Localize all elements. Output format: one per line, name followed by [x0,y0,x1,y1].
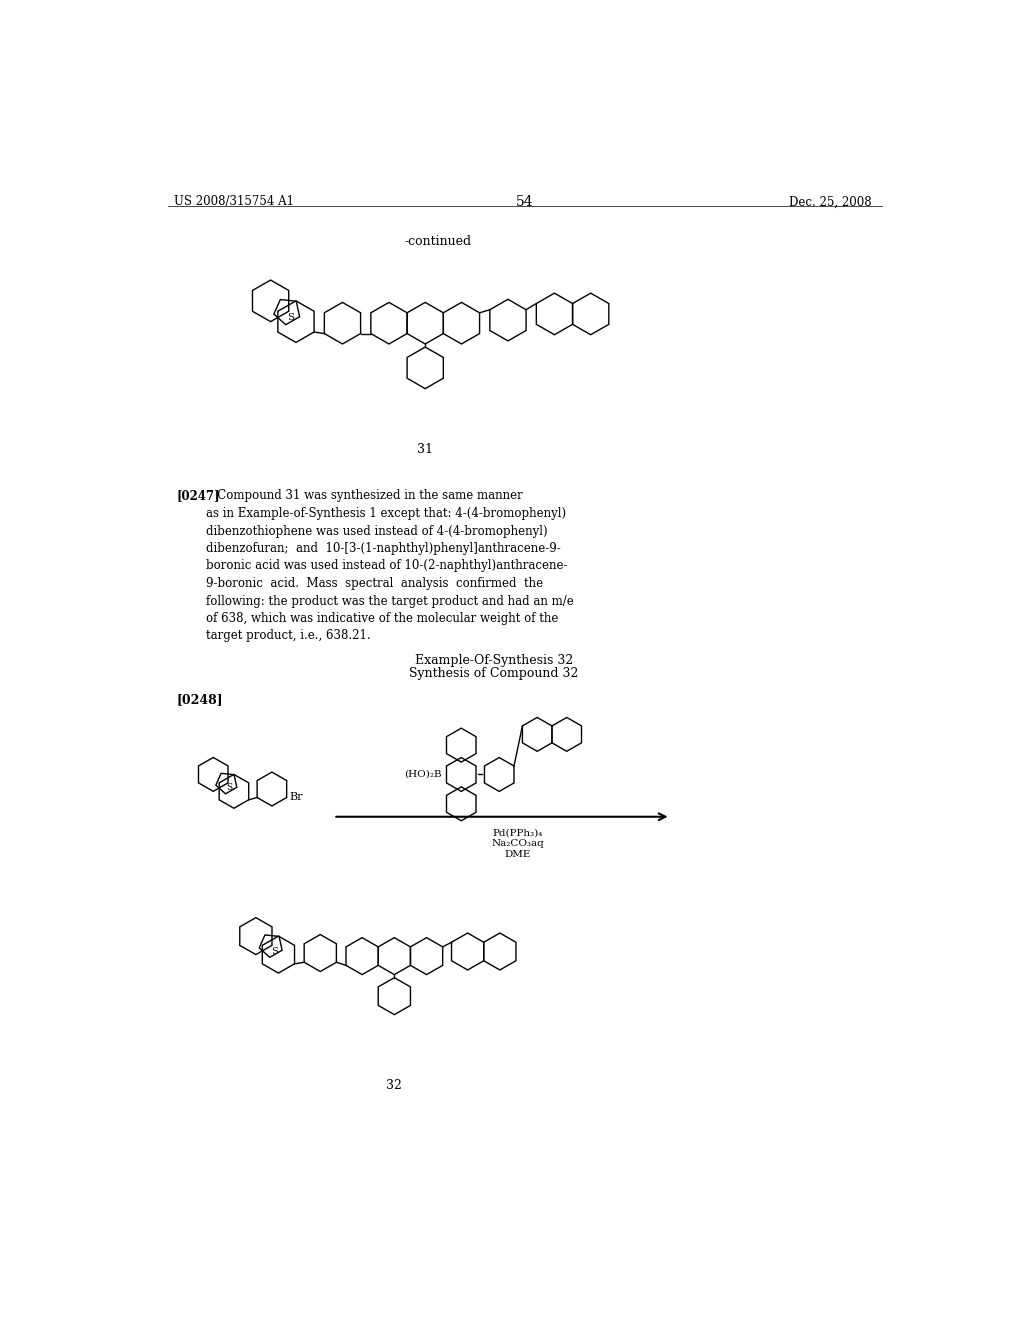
Text: DME: DME [504,850,530,859]
Text: Example-Of-Synthesis 32: Example-Of-Synthesis 32 [415,653,572,667]
Text: [0247]: [0247] [176,490,220,503]
Text: Compound 31 was synthesized in the same manner
as in Example-of-Synthesis 1 exce: Compound 31 was synthesized in the same … [206,490,573,643]
Text: 54: 54 [516,195,534,210]
Text: S: S [287,313,294,322]
Text: Na₂CO₃aq: Na₂CO₃aq [492,840,544,847]
Text: Dec. 25, 2008: Dec. 25, 2008 [790,195,872,209]
Text: 31: 31 [417,444,433,457]
Text: Br: Br [289,792,302,803]
Text: (HO)₂B: (HO)₂B [404,770,442,779]
Text: 32: 32 [386,1078,402,1092]
Text: Pd(PPh₃)₄: Pd(PPh₃)₄ [493,829,543,837]
Text: S: S [226,783,232,792]
Text: US 2008/315754 A1: US 2008/315754 A1 [174,195,295,209]
Text: Synthesis of Compound 32: Synthesis of Compound 32 [410,667,579,680]
Text: [0248]: [0248] [176,693,222,706]
Text: S: S [270,946,278,956]
Text: -continued: -continued [404,235,472,248]
